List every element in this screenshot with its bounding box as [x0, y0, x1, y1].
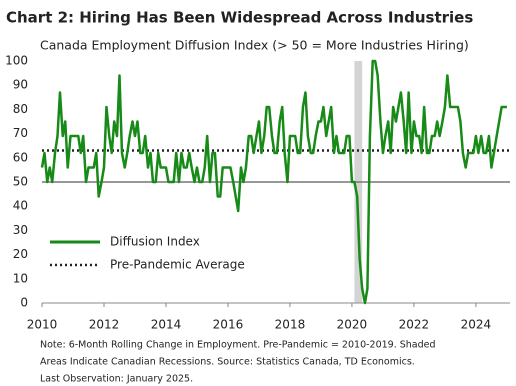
- y-tick-label: 30: [13, 223, 28, 237]
- data-line: [40, 59, 507, 305]
- x-tick-label: 2014: [151, 318, 182, 332]
- chart-title: Chart 2: Hiring Has Been Widespread Acro…: [6, 9, 473, 27]
- x-tick-label: 2010: [27, 318, 58, 332]
- note: Areas Indicate Canadian Recessions. Sour…: [40, 357, 415, 368]
- y-tick-label: 40: [13, 199, 28, 213]
- y-tick-label: 20: [13, 247, 28, 261]
- chart-subtitle: Canada Employment Diffusion Index (> 50 …: [40, 38, 469, 53]
- y-tick-label: 10: [13, 271, 28, 285]
- y-tick-label: 80: [13, 102, 28, 116]
- x-tick-label: 2020: [337, 318, 368, 332]
- x-tick-label: 2024: [461, 318, 492, 332]
- y-tick-label: 100: [5, 54, 28, 68]
- x-tick-label: 2016: [213, 318, 244, 332]
- x-tick-label: 2012: [89, 318, 120, 332]
- y-tick-label: 60: [13, 150, 28, 164]
- y-tick-label: 50: [13, 175, 28, 189]
- x-tick-label: 2018: [275, 318, 306, 332]
- y-tick-label: 90: [13, 78, 28, 92]
- y-tick-label: 70: [13, 126, 28, 140]
- x-tick-label: 2022: [399, 318, 430, 332]
- note: Last Observation: January 2025.: [40, 374, 193, 385]
- legend-label: Diffusion Index: [110, 235, 200, 249]
- legend-label: Pre-Pandemic Average: [110, 258, 245, 272]
- note: Note: 6-Month Rolling Change in Employme…: [40, 340, 436, 351]
- y-tick-label: 0: [20, 296, 28, 310]
